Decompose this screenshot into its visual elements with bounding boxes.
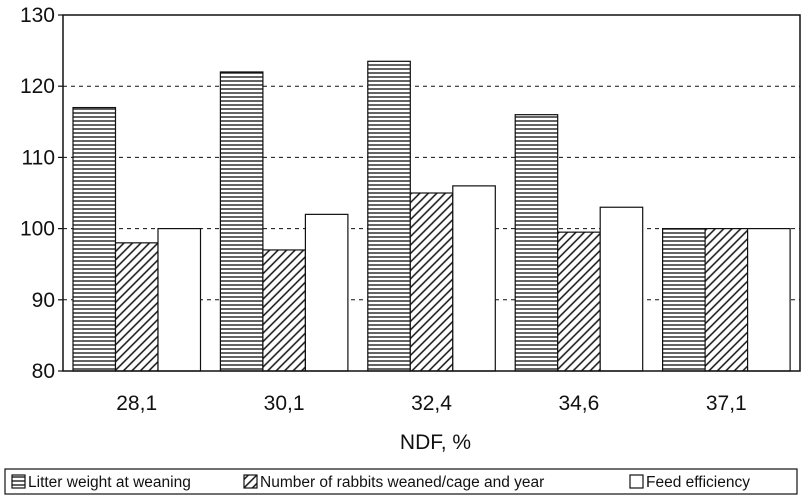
bar-2-37,1	[704, 228, 749, 372]
x-tick-label: 28,1	[116, 392, 157, 415]
plot-frame	[62, 14, 801, 372]
x-tick-label: 37,1	[706, 392, 747, 415]
bar-2-34,6	[557, 231, 601, 372]
bar-1-37,1	[661, 228, 706, 372]
legend-label-3: Feed efficiency	[646, 474, 750, 491]
bar-1-28,1	[72, 106, 117, 372]
bar-3-34,6	[599, 206, 644, 372]
bars	[72, 60, 791, 372]
x-tick-label: 34,6	[558, 392, 599, 415]
y-tick-label: 100	[20, 218, 55, 241]
legend-swatch-2	[243, 474, 258, 489]
legend-swatch-1	[11, 474, 26, 489]
bar-1-34,6	[514, 114, 559, 372]
y-tick-label: 90	[32, 289, 55, 312]
legend-swatch-3	[629, 474, 644, 489]
legend-frame	[4, 468, 798, 495]
bar-3-32,4	[452, 185, 496, 372]
legend: Litter weight at weaning Number of rabbit…	[4, 468, 798, 495]
bar-3-37,1	[746, 228, 791, 372]
bar-3-30,1	[304, 213, 349, 372]
bar-2-30,1	[262, 249, 306, 372]
bar-2-32,4	[409, 192, 454, 372]
bar-1-32,4	[367, 60, 411, 372]
y-tick-label: 120	[20, 75, 55, 98]
legend-label-2: Number of rabbits weaned/cage and year	[260, 474, 544, 491]
legend-label-1: Litter weight at weaning	[28, 474, 191, 491]
bar-2-28,1	[114, 242, 159, 372]
y-tick-label: 110	[22, 146, 55, 169]
y-tick-label: 130	[20, 4, 55, 27]
x-axis-title: NDF, %	[400, 431, 471, 454]
bar-1-30,1	[219, 71, 264, 372]
y-tick-label: 80	[32, 360, 55, 383]
x-tick-label: 30,1	[264, 392, 305, 415]
y-axis-ticks: 80 90 100 110 120 130	[20, 4, 63, 383]
bar-3-28,1	[157, 228, 202, 372]
x-axis-ticks: 28,1 30,1 32,4 34,6 37,1	[116, 392, 746, 415]
x-tick-label: 32,4	[411, 392, 452, 415]
